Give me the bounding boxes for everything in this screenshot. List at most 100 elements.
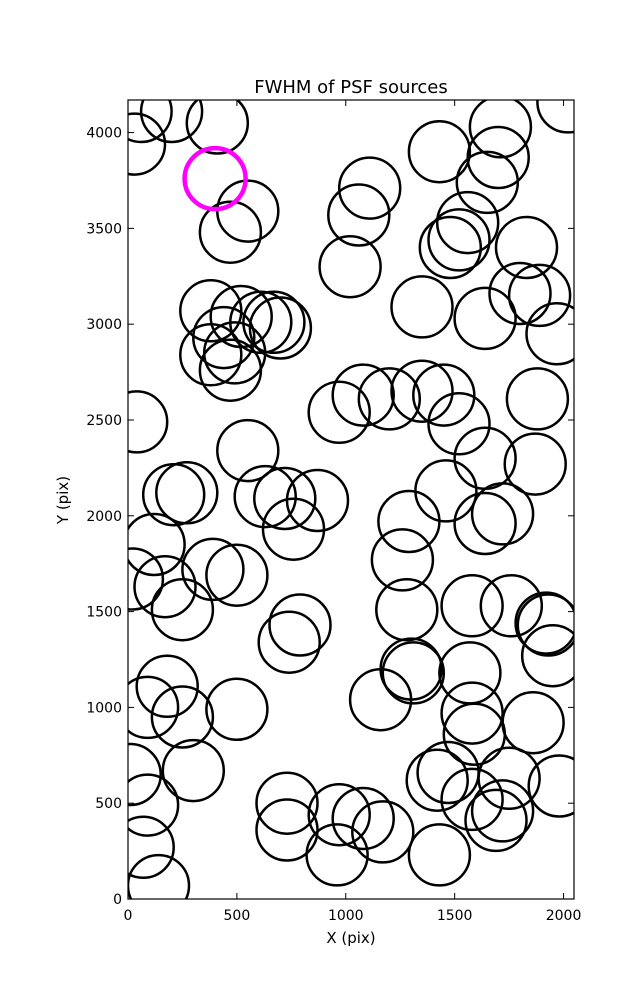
source-circle — [381, 641, 446, 705]
source-markers — [128, 100, 574, 899]
source-circle — [139, 100, 204, 144]
source-circle — [407, 119, 472, 184]
source-circle — [128, 547, 165, 611]
source-circle — [357, 367, 422, 431]
y-tick-label: 0 — [113, 892, 122, 908]
source-circle — [248, 296, 313, 360]
source-circle — [255, 798, 319, 862]
source-circle — [128, 853, 191, 899]
source-circle — [414, 459, 478, 523]
source-circle — [255, 771, 319, 835]
source-circle — [440, 681, 504, 745]
chart-title: FWHM of PSF sources — [254, 77, 448, 98]
source-circle — [161, 738, 226, 803]
x-tick-label: 500 — [224, 908, 251, 924]
source-circle — [128, 675, 180, 740]
source-circle — [488, 261, 552, 326]
source-circle — [514, 591, 574, 655]
source-circle — [331, 363, 395, 427]
source-circle — [128, 100, 173, 144]
source-circle — [179, 323, 243, 387]
source-circle — [453, 491, 517, 556]
source-circle — [261, 497, 326, 561]
x-axis-label: X (pix) — [326, 929, 375, 947]
source-circle — [205, 677, 269, 742]
source-circle — [525, 302, 574, 366]
source-circle — [150, 685, 215, 749]
source-circle — [507, 263, 572, 328]
source-circle — [351, 800, 415, 864]
source-circle — [468, 100, 533, 159]
source-circle — [527, 754, 574, 818]
source-circle — [331, 786, 395, 851]
source-circle — [216, 179, 280, 243]
y-tick-label: 3000 — [86, 317, 122, 333]
source-circle — [318, 234, 382, 299]
source-circle — [440, 767, 504, 832]
source-circle — [133, 554, 197, 619]
source-circle — [128, 815, 175, 880]
source-circle — [503, 432, 567, 496]
source-circle — [128, 112, 167, 176]
source-circle — [348, 667, 413, 732]
source-circle — [455, 150, 520, 215]
source-circle — [412, 363, 476, 427]
source-circle — [192, 305, 256, 370]
x-tick-label: 2000 — [546, 908, 582, 924]
source-circle — [198, 338, 263, 402]
y-tick-label: 1500 — [86, 605, 122, 621]
source-circle — [477, 746, 541, 811]
source-circle — [307, 380, 371, 445]
source-circle — [205, 543, 269, 607]
y-tick-label: 500 — [95, 796, 122, 812]
source-circle — [407, 823, 472, 887]
source-circle — [494, 215, 559, 280]
source-circle — [479, 574, 544, 638]
source-circle — [233, 464, 297, 529]
source-circle — [305, 823, 369, 887]
source-circle — [253, 466, 317, 531]
y-axis-label: Y (pix) — [54, 476, 72, 525]
source-circle — [141, 462, 206, 527]
source-circle — [135, 654, 199, 719]
source-circle — [128, 742, 162, 807]
source-circle — [185, 100, 250, 155]
highlighted-source-circle — [182, 145, 248, 212]
source-circle — [440, 574, 504, 638]
source-circle — [242, 290, 306, 355]
source-circle — [128, 773, 180, 837]
source-circle — [155, 461, 219, 525]
source-circle — [307, 782, 371, 847]
y-tick-label: 2000 — [86, 509, 122, 525]
source-circle — [427, 392, 491, 456]
source-circle — [327, 183, 391, 247]
source-circle — [268, 593, 332, 657]
source-circle — [418, 215, 483, 280]
source-circle — [435, 190, 500, 255]
source-circle — [520, 623, 574, 688]
source-circle — [128, 390, 169, 454]
source-circle — [427, 208, 491, 272]
source-circle — [516, 593, 574, 657]
source-circle — [179, 279, 243, 343]
source-circle — [501, 690, 565, 755]
y-tick-label: 1000 — [86, 700, 122, 716]
source-circle — [337, 156, 402, 220]
source-circle — [128, 512, 186, 577]
y-tick-label: 4000 — [86, 126, 122, 142]
y-tick-label: 3500 — [86, 221, 122, 237]
source-circle — [470, 482, 535, 546]
source-circle — [453, 286, 517, 351]
x-axis-ticks: 0 500 1000 1500 2000 — [124, 100, 582, 924]
source-circle — [536, 100, 574, 134]
source-circle — [370, 528, 435, 592]
y-axis-ticks: 0 500 1000 1500 2000 2500 3000 3500 4000 — [86, 126, 574, 908]
source-circle — [216, 418, 280, 483]
source-circle — [464, 788, 528, 853]
source-circle — [257, 610, 321, 674]
source-circle — [198, 200, 263, 264]
x-tick-label: 1500 — [437, 908, 473, 924]
source-circle — [405, 748, 469, 812]
x-tick-label: 0 — [124, 908, 133, 924]
